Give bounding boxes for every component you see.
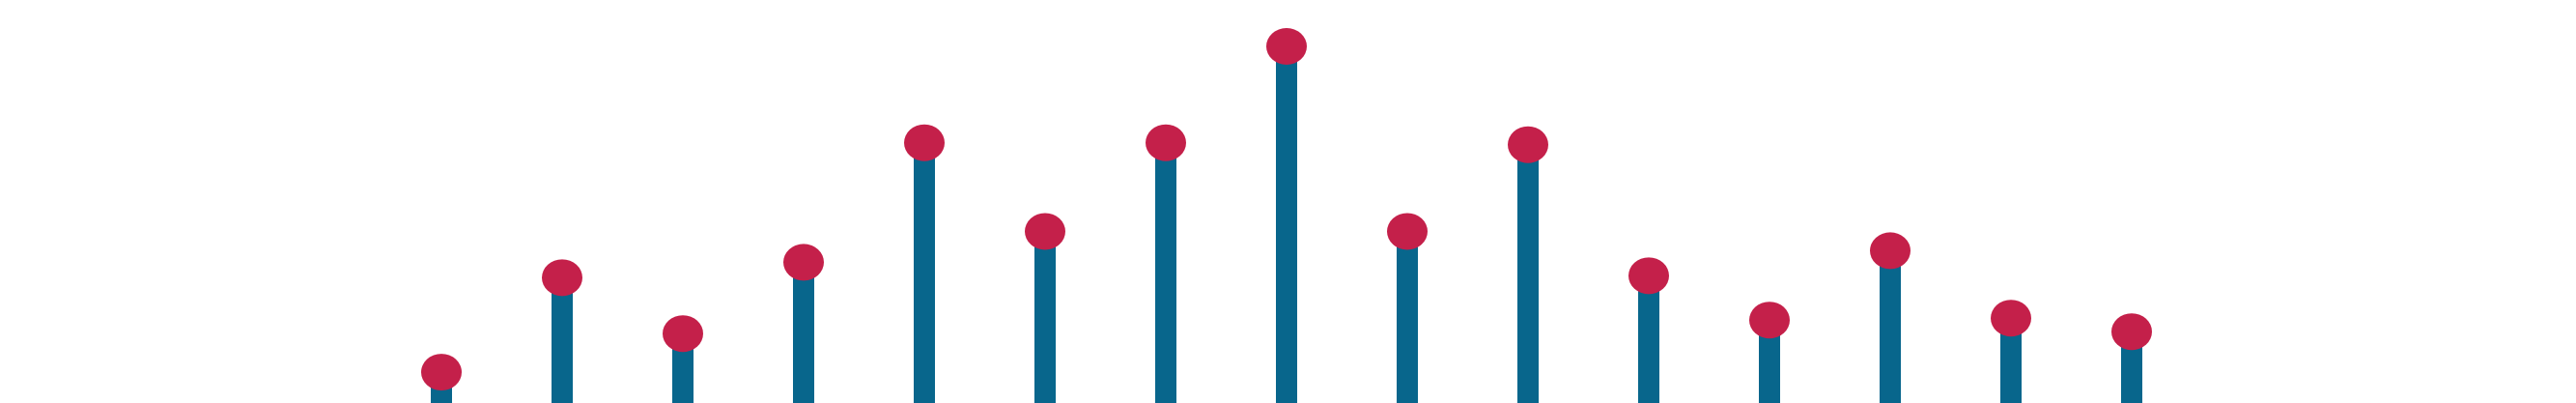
marker-5 [904, 125, 945, 161]
stem-2 [552, 277, 573, 403]
marker-10 [1508, 127, 1548, 163]
marker-8 [1266, 28, 1307, 65]
marker-2 [542, 259, 582, 296]
stem-10 [1517, 145, 1539, 403]
marker-4 [783, 244, 824, 280]
marker-7 [1146, 125, 1186, 161]
stem-9 [1397, 231, 1418, 403]
marker-1 [421, 354, 462, 390]
stem-11 [1638, 275, 1659, 403]
stem-8 [1276, 46, 1297, 403]
marker-3 [663, 315, 703, 352]
marker-15 [2111, 313, 2152, 350]
stem-6 [1034, 231, 1056, 403]
marker-6 [1025, 213, 1065, 249]
marker-13 [1870, 232, 1911, 269]
stem-7 [1155, 143, 1176, 403]
marker-14 [1991, 300, 2031, 336]
stem-4 [793, 262, 814, 403]
marker-9 [1387, 213, 1428, 249]
marker-11 [1628, 257, 1669, 294]
stem-13 [1880, 250, 1901, 403]
marker-12 [1749, 302, 1790, 338]
stem-5 [914, 143, 935, 403]
